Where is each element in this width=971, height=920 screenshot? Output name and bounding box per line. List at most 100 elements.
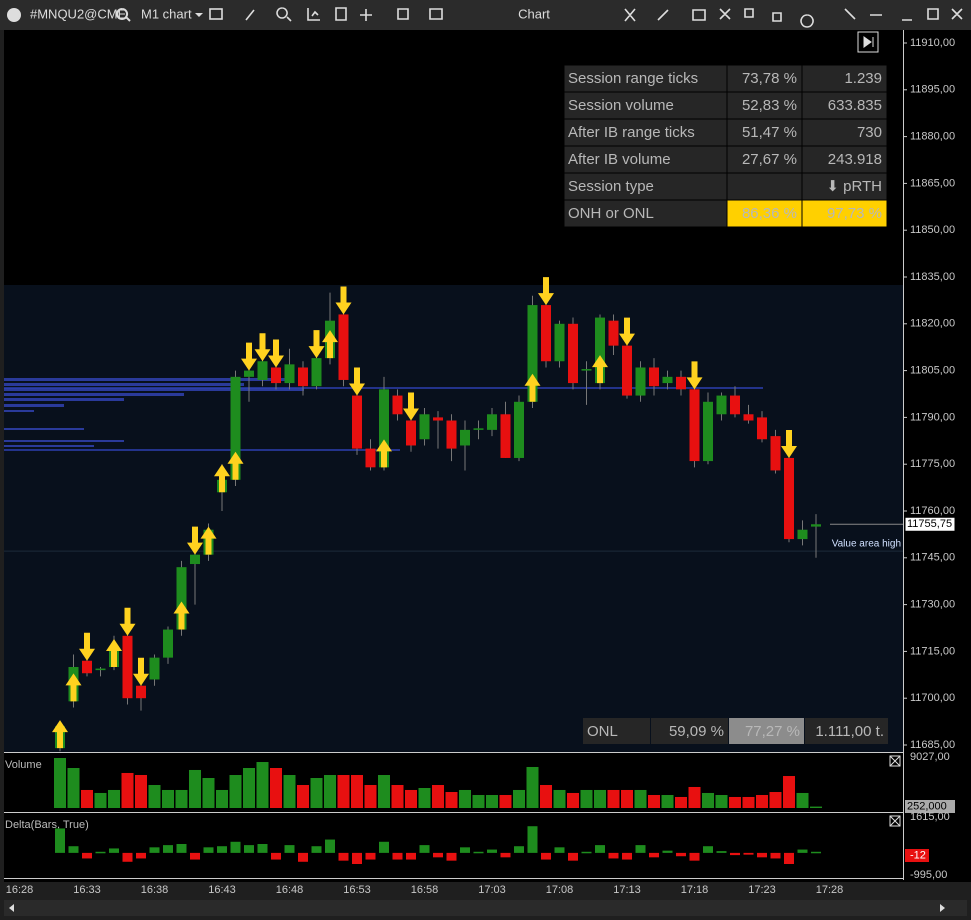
candle-body [568,323,578,384]
row-label: After IB volume [568,151,671,168]
pane-close[interactable] [889,755,901,827]
candle-body [635,367,646,396]
delta-bar [446,852,457,861]
volume-bar [513,789,525,808]
y-tick-label: 11730,00 [910,599,955,611]
signal-arrow [781,429,797,458]
volume-bar [67,768,80,808]
volume-bar [432,785,444,808]
candle-body [662,376,673,384]
volume-last-label: 252,000 [907,800,947,812]
y-tick-label: 11895,00 [910,84,955,96]
volume-bar [378,775,390,808]
x-tick-label: 16:53 [343,884,371,896]
toolbar-icons[interactable] [209,7,963,28]
volume-bar [810,806,822,808]
x-tick-label: 16:38 [141,884,169,896]
y-tick-label: 11880,00 [910,131,955,143]
signal-arrow [200,526,217,555]
delta-bar [311,846,322,853]
delta-bar [757,852,767,858]
delta-bar [163,845,173,853]
volume-bar [702,792,714,808]
volume-bar [189,769,201,808]
row-pct: 86,36 % [742,205,797,222]
candle-body [122,635,133,699]
table-cell [802,65,887,92]
delta-bar [55,828,65,853]
signal-arrow [538,277,554,306]
delta-bar [406,852,416,860]
lower-panes [4,752,971,882]
volume-bar [148,785,161,808]
candle-body [811,524,821,527]
x-tick-label: 17:13 [613,884,641,896]
row-label: After IB range ticks [568,124,695,141]
table-cell [727,173,802,200]
y-tick-label: 11745,00 [910,552,955,564]
onl-cell [805,718,888,744]
signal-arrow [254,333,271,362]
x-tick-label: 16:58 [411,884,439,896]
volume-bar [54,758,66,808]
search-icon[interactable] [116,8,131,22]
volume-bar [783,776,795,808]
candle-body [190,554,200,565]
signal-arrow [308,330,325,359]
candle-body [487,414,497,430]
table-cell [802,92,887,119]
symbol[interactable]: #MNQU2@CME [30,6,127,21]
table-cell [564,200,727,227]
candle-body [649,367,659,387]
signal-arrow [173,601,190,630]
volume-bar [567,792,579,808]
volume-bar [243,768,255,808]
y-tick-label: 11835,00 [910,271,955,283]
signal-arrow [376,439,392,468]
candle-body [541,305,551,362]
volume-profile [4,378,304,447]
volume-bar [472,795,485,808]
candle-body [244,370,254,377]
app-icon[interactable] [7,8,21,22]
signal-arrow [227,451,244,480]
delta-bar [689,852,700,861]
volume-bar [94,792,107,808]
volume-bar [486,795,498,808]
volume-bar [634,789,647,808]
volume-bar [594,789,606,808]
x-tick-label: 17:28 [816,884,844,896]
signal-arrow [241,342,257,371]
candle-body [554,323,565,362]
signal-arrow [52,720,68,749]
y-tick-label: 11865,00 [910,177,955,189]
delta-bar [217,846,227,853]
delta-axis-label: -995,00 [910,869,947,881]
volume-bar [283,775,296,808]
volume-bar [405,789,417,808]
delta-bar [527,826,538,853]
y-tick-label: 11715,00 [910,645,955,657]
timeframe[interactable]: M1 chart [141,6,192,21]
volume-bar [499,795,512,808]
delta-bar [581,851,592,854]
candle-body [163,629,173,658]
candle-body [527,305,538,402]
volume-bar [553,789,566,808]
delta-bar [622,852,632,860]
table-cell [564,173,727,200]
y-tick-label: 11850,00 [910,224,955,236]
dropdown[interactable] [195,13,203,17]
candle-body [230,376,241,480]
delta-bar [635,845,646,853]
delta-bar [271,852,281,860]
signal-arrow [214,464,230,493]
row-value: 1.239 [844,70,882,87]
delta-bar [487,849,497,853]
x-tick-label: 16:28 [6,884,34,896]
candle-body [514,401,524,458]
x-tick-label: 16:33 [73,884,101,896]
scrollbar[interactable] [4,900,967,916]
volume-bar [540,785,552,808]
signal-arrow [65,673,82,702]
